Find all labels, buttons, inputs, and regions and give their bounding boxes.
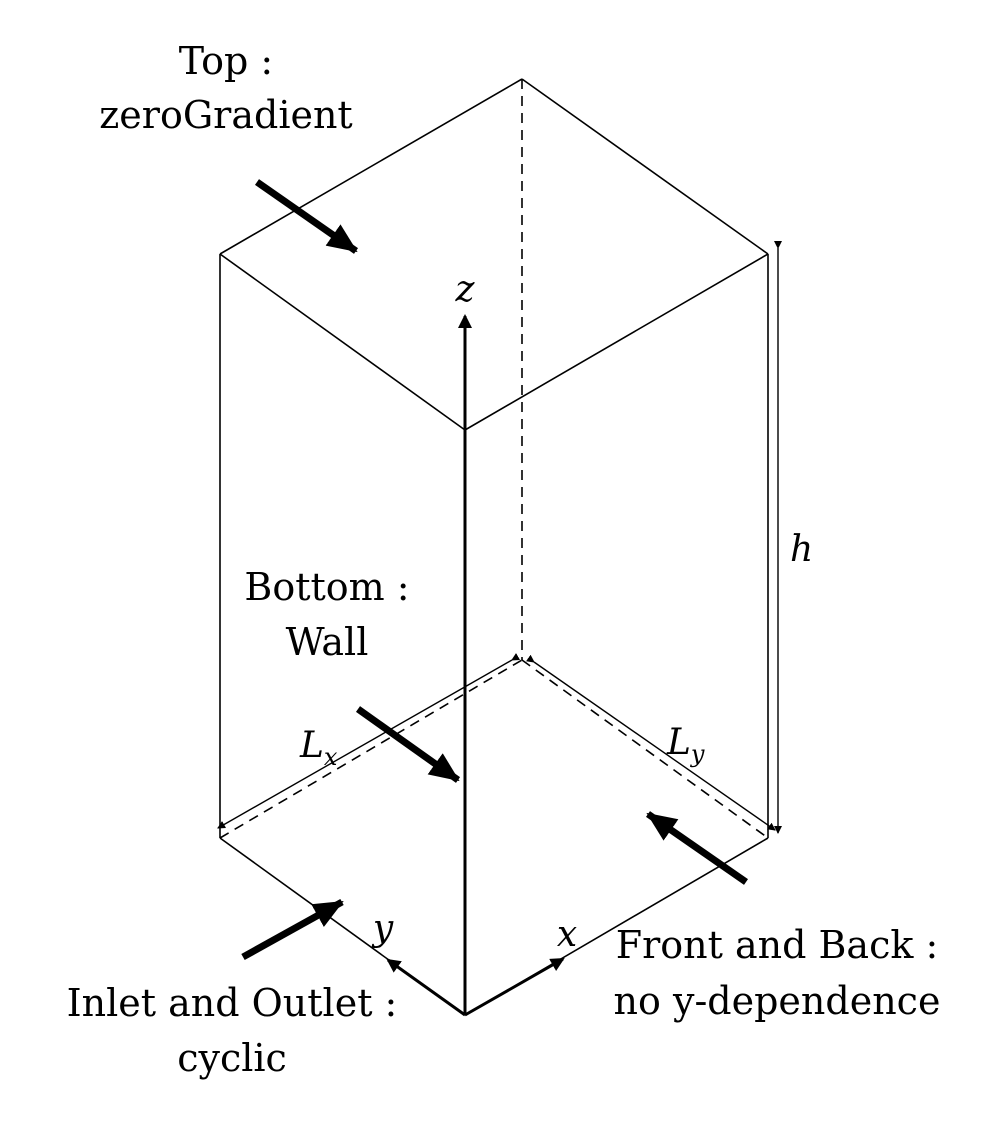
bottom-label-line2: Wall: [286, 620, 369, 664]
front-back-label-line1: Front and Back :: [616, 923, 939, 967]
lx-label-main: L: [299, 725, 324, 766]
ly-dimension-arrow: [525, 654, 776, 831]
inlet-outlet-bc-arrow: [241, 898, 344, 961]
bottom-bc-arrow: [355, 706, 461, 783]
lx-label: Lx: [299, 725, 338, 771]
y-axis-label: y: [371, 908, 394, 949]
front-back-label-line2: no y-dependence: [614, 979, 941, 1023]
height-label: h: [790, 529, 813, 570]
ly-label-sub: y: [690, 740, 705, 768]
z-axis-label: z: [455, 269, 476, 310]
inlet-outlet-label-line1: Inlet and Outlet :: [67, 981, 398, 1025]
inlet-outlet-label-line2: cyclic: [177, 1036, 287, 1080]
x-axis: [464, 957, 565, 1017]
lx-dimension-arrow: [217, 653, 521, 829]
box-top-face: [219, 78, 769, 431]
top-label-line1: Top :: [179, 39, 273, 83]
y-axis: [386, 958, 466, 1017]
ly-label-main: L: [666, 722, 691, 763]
bottom-label-line1: Bottom :: [244, 565, 409, 609]
lx-label-sub: x: [324, 743, 338, 771]
x-axis-label: x: [557, 914, 577, 955]
front-back-bc-arrow: [646, 811, 748, 885]
top-bc-arrow: [254, 179, 359, 254]
hidden-bottom-back-right-edge: [521, 659, 769, 839]
hidden-bottom-back-left-edge: [219, 659, 523, 839]
top-label-line2: zeroGradient: [99, 93, 352, 137]
ly-label: Ly: [666, 722, 705, 768]
